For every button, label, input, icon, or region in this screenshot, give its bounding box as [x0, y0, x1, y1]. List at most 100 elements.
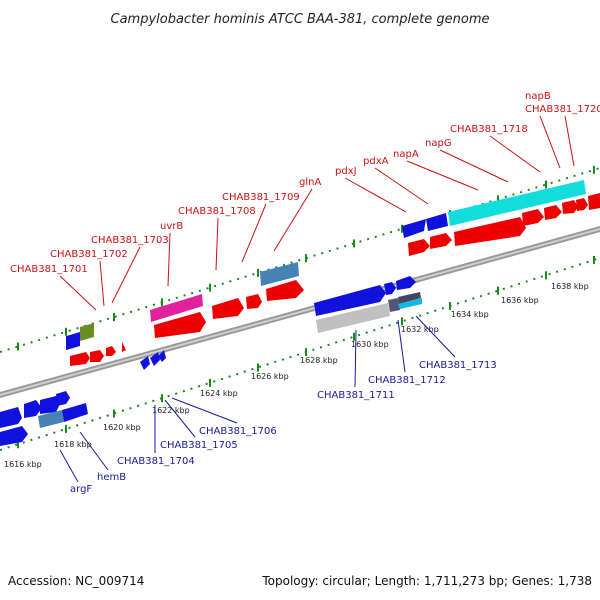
gene-feature: [314, 285, 386, 316]
scale-label: 1628 kbp: [300, 356, 338, 365]
gene-feature: [266, 280, 304, 301]
genome-summary: Topology: circular; Length: 1,711,273 bp…: [262, 574, 592, 588]
gene-feature: [150, 294, 203, 322]
gene-leader-line: [111, 246, 141, 304]
gene-feature: [24, 400, 42, 418]
gene-label[interactable]: CHAB381_1708: [178, 206, 256, 217]
gene-feature: [562, 200, 578, 214]
gene-label[interactable]: CHAB381_1703: [91, 235, 169, 246]
scale-label: 1636 kbp: [501, 296, 539, 305]
gene-label[interactable]: CHAB381_1712: [368, 375, 446, 386]
gene-feature: [40, 396, 60, 414]
scale-label: 1638 kbp: [551, 282, 589, 291]
gene-feature: [316, 303, 390, 333]
gene-label[interactable]: CHAB381_1709: [222, 192, 300, 203]
gene-label[interactable]: CHAB381_1701: [10, 264, 88, 275]
gene-feature: [246, 294, 262, 309]
gene-label[interactable]: CHAB381_1711: [317, 390, 395, 401]
scale-label: 1634 kbp: [451, 310, 489, 319]
tick-line-bottom: [0, 257, 600, 451]
gene-feature: [90, 350, 104, 362]
gene-leader-line: [406, 160, 479, 191]
gene-leader-line: [99, 260, 105, 307]
gene-leader-line: [164, 399, 196, 438]
gene-leader-line: [273, 188, 313, 252]
gene-label[interactable]: uvrB: [160, 221, 183, 232]
gene-feature: [522, 209, 544, 226]
gene-label[interactable]: napA: [393, 149, 419, 160]
gene-label[interactable]: CHAB381_1702: [50, 249, 128, 260]
gene-feature: [38, 410, 64, 428]
gene-leader-line: [215, 217, 219, 271]
forward-features: [66, 180, 600, 366]
gene-feature: [398, 292, 421, 304]
scale-label: 1622 kbp: [152, 406, 190, 415]
scale-label: 1618 kbp: [54, 440, 92, 449]
scale-label: 1620 kbp: [103, 423, 141, 432]
gene-feature: [0, 426, 28, 446]
gene-feature: [454, 217, 526, 246]
gene-leader-line: [344, 177, 407, 213]
scale-label: 1626 kbp: [251, 372, 289, 381]
gene-feature: [62, 403, 88, 422]
gene-feature: [544, 205, 562, 220]
gene-feature: [66, 332, 80, 351]
gene-feature: [70, 352, 90, 366]
gene-label[interactable]: CHAB381_1713: [419, 360, 497, 371]
tick-line-top: [0, 167, 600, 353]
gene-feature: [260, 262, 299, 286]
gene-feature: [150, 352, 160, 366]
major-ticks: [17, 165, 595, 449]
accession-label: Accession: NC_009714: [8, 574, 145, 588]
gene-leader-line: [564, 115, 575, 167]
gene-feature: [426, 213, 448, 231]
gene-leader-line: [374, 167, 429, 205]
gene-label[interactable]: argF: [70, 484, 92, 495]
gene-feature: [158, 350, 166, 362]
gene-label[interactable]: pdxA: [363, 156, 389, 167]
gene-label[interactable]: napG: [425, 138, 452, 149]
gene-feature: [56, 391, 70, 406]
scale-label: 1630 kbp: [351, 340, 389, 349]
gene-feature: [408, 239, 430, 256]
scale-label: 1632 kbp: [401, 325, 439, 334]
reverse-features: [0, 276, 422, 446]
gene-feature: [0, 407, 22, 428]
gene-label[interactable]: CHAB381_1718: [450, 124, 528, 135]
gene-leader-line: [59, 449, 79, 483]
gene-feature: [212, 298, 244, 319]
gene-feature: [140, 356, 150, 370]
gene-feature: [430, 233, 452, 249]
gene-label[interactable]: CHAB381_1704: [117, 456, 195, 467]
scale-labels: 1616 kbp 1618 kbp 1620 kbp 1622 kbp 1624 kbp…: [4, 282, 589, 469]
map-title: Campylobacter hominis ATCC BAA-381, comp…: [111, 12, 490, 27]
gene-label[interactable]: pdxJ: [335, 166, 357, 177]
gene-label[interactable]: CHAB381_1706: [199, 426, 277, 437]
gene-leader-line: [439, 149, 509, 183]
gene-feature: [396, 276, 416, 290]
genome-backbone: [0, 226, 600, 398]
gene-label[interactable]: CHAB381_1720: [525, 104, 600, 115]
gene-label[interactable]: CHAB381_1705: [160, 440, 238, 451]
bottom-gene-labels: argF hemB CHAB381_1704 CHAB381_1705 CHAB381_…: [59, 315, 497, 495]
gene-leader-line: [397, 319, 406, 373]
gene-feature: [448, 180, 586, 226]
gene-feature: [576, 198, 588, 211]
gene-label[interactable]: napB: [525, 91, 551, 102]
gene-feature: [588, 193, 600, 210]
gene-feature: [398, 298, 422, 309]
scale-label: 1624 kbp: [200, 389, 238, 398]
gene-feature: [384, 282, 396, 295]
gene-feature: [80, 323, 94, 342]
gene-feature: [388, 298, 400, 312]
gene-feature: [402, 219, 426, 238]
gene-leader-line: [167, 232, 171, 287]
gene-leader-line: [489, 135, 541, 173]
gene-label[interactable]: glnA: [299, 177, 321, 188]
gene-leader-line: [171, 397, 238, 424]
gene-leader-line: [241, 203, 267, 263]
gene-feature: [106, 346, 116, 356]
gene-leader-line: [79, 431, 109, 471]
gene-label[interactable]: hemB: [97, 472, 126, 483]
